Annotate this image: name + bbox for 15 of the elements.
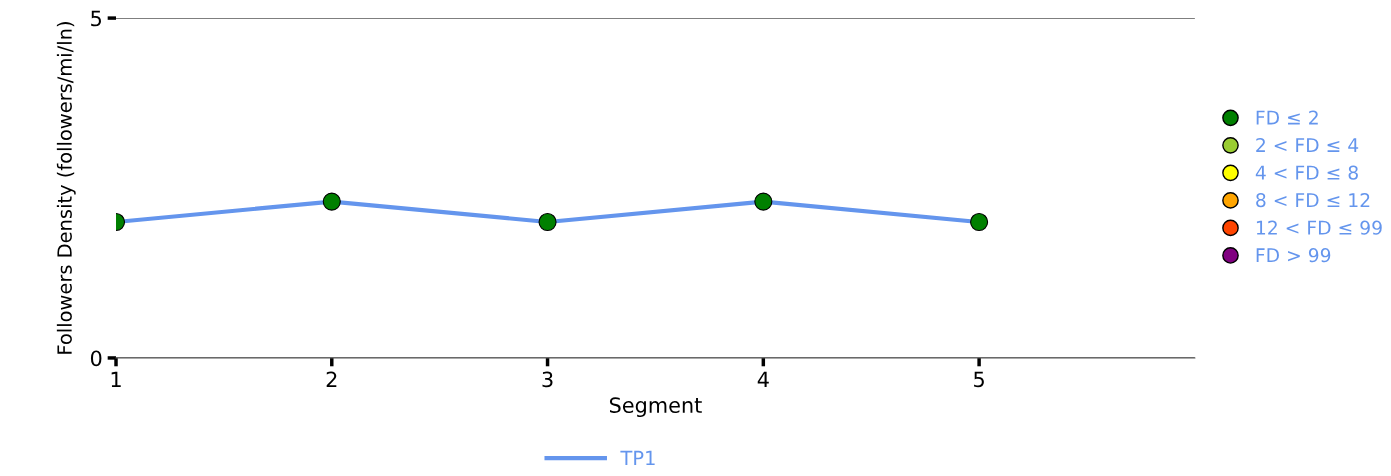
x-tick-label: 4	[757, 371, 769, 387]
legend-label: TP1	[620, 450, 655, 465]
x-tick-label: 2	[326, 371, 337, 387]
x-tick-label: 3	[542, 371, 553, 388]
x-axis-title: Segment	[609, 397, 702, 418]
x-tick-label: 5	[974, 371, 984, 388]
x-tick-label: 1	[111, 371, 121, 387]
legend-label: 2 < FD ≤ 4	[1256, 138, 1359, 152]
legend-label: 12 < FD ≤ 99	[1256, 220, 1382, 235]
legend-label: FD > 99	[1256, 248, 1331, 263]
legend-label: 8 < FD ≤ 12	[1256, 193, 1370, 208]
legend-label: 4 < FD ≤ 8	[1255, 165, 1358, 180]
legend-label: FD ≤ 2	[1256, 110, 1318, 125]
y-tick-label: 0	[90, 350, 102, 367]
y-axis-title: Followers Density (followers/mi/ln)	[56, 22, 76, 354]
